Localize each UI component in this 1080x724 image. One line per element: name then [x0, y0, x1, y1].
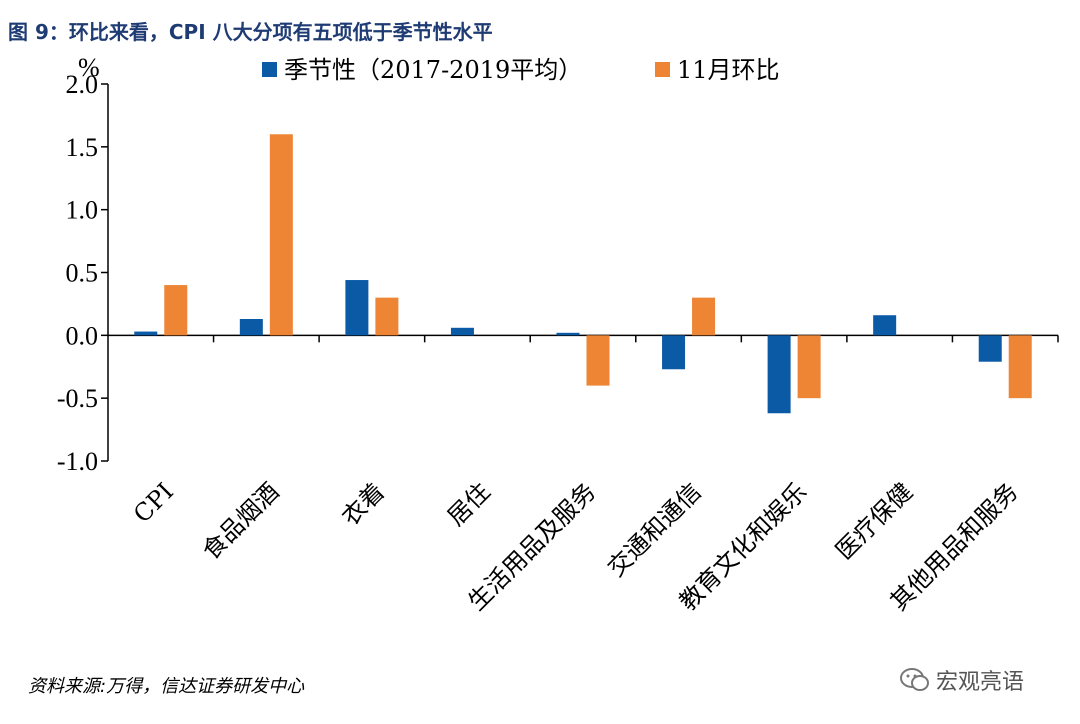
y-tick-label: 1.5 — [66, 133, 99, 162]
bars — [134, 134, 1032, 414]
legend-label-0: 季节性（2017-2019平均） — [284, 56, 582, 84]
bar-monthly-0 — [164, 285, 188, 336]
bar-seasonal-8 — [978, 335, 1002, 362]
legend-label-1: 11月环比 — [677, 56, 780, 84]
bar-seasonal-1 — [239, 318, 263, 336]
bar-seasonal-2 — [345, 280, 369, 336]
y-tick-label: -0.5 — [57, 384, 98, 413]
bar-monthly-8 — [1008, 335, 1032, 399]
legend: 季节性（2017-2019平均） 11月环比 — [262, 56, 780, 84]
x-axis — [108, 334, 1059, 343]
y-tick-label: 1.0 — [66, 196, 99, 225]
source-note: 资料来源:万得，信达证券研发中心 — [28, 676, 305, 697]
bar-monthly-5 — [692, 297, 716, 336]
bar-monthly-4 — [586, 335, 610, 386]
y-tick-label: 2.0 — [66, 70, 99, 99]
y-tick-label: 0.5 — [66, 259, 99, 288]
bar-monthly-6 — [797, 335, 821, 399]
bar-seasonal-6 — [767, 335, 791, 414]
legend-swatch-0 — [262, 62, 277, 77]
y-tick-label: -1.0 — [57, 447, 98, 476]
bar-seasonal-3 — [450, 327, 474, 336]
y-unit-label: % — [78, 53, 100, 82]
wechat-icon — [900, 667, 930, 693]
y-tick-label: 0.0 — [66, 321, 99, 350]
bar-seasonal-4 — [556, 332, 580, 336]
legend-swatch-1 — [655, 62, 670, 77]
figure-title: 图 9：环比来看，CPI 八大分项有五项低于季节性水平 — [8, 20, 493, 44]
bar-monthly-1 — [269, 134, 293, 336]
x-tick-label: 交通和通信 — [602, 477, 707, 582]
watermark: 宏观亮语 — [900, 664, 1024, 696]
bar-seasonal-7 — [873, 315, 897, 336]
x-tick-label: 食品烟酒 — [197, 477, 285, 565]
watermark-text: 宏观亮语 — [936, 670, 1025, 695]
x-tick-label: 医疗保健 — [830, 477, 918, 565]
x-tick-label: 衣着 — [336, 477, 390, 531]
x-tick-label: CPI — [128, 477, 179, 528]
y-axis: 2.0 1.5 1.0 0.5 0.0 -0.5 -1.0% — [57, 53, 109, 476]
bar-seasonal-0 — [134, 331, 158, 336]
bar-monthly-2 — [375, 297, 399, 336]
x-tick-label: 居住 — [442, 477, 496, 531]
bar-seasonal-5 — [662, 335, 686, 370]
